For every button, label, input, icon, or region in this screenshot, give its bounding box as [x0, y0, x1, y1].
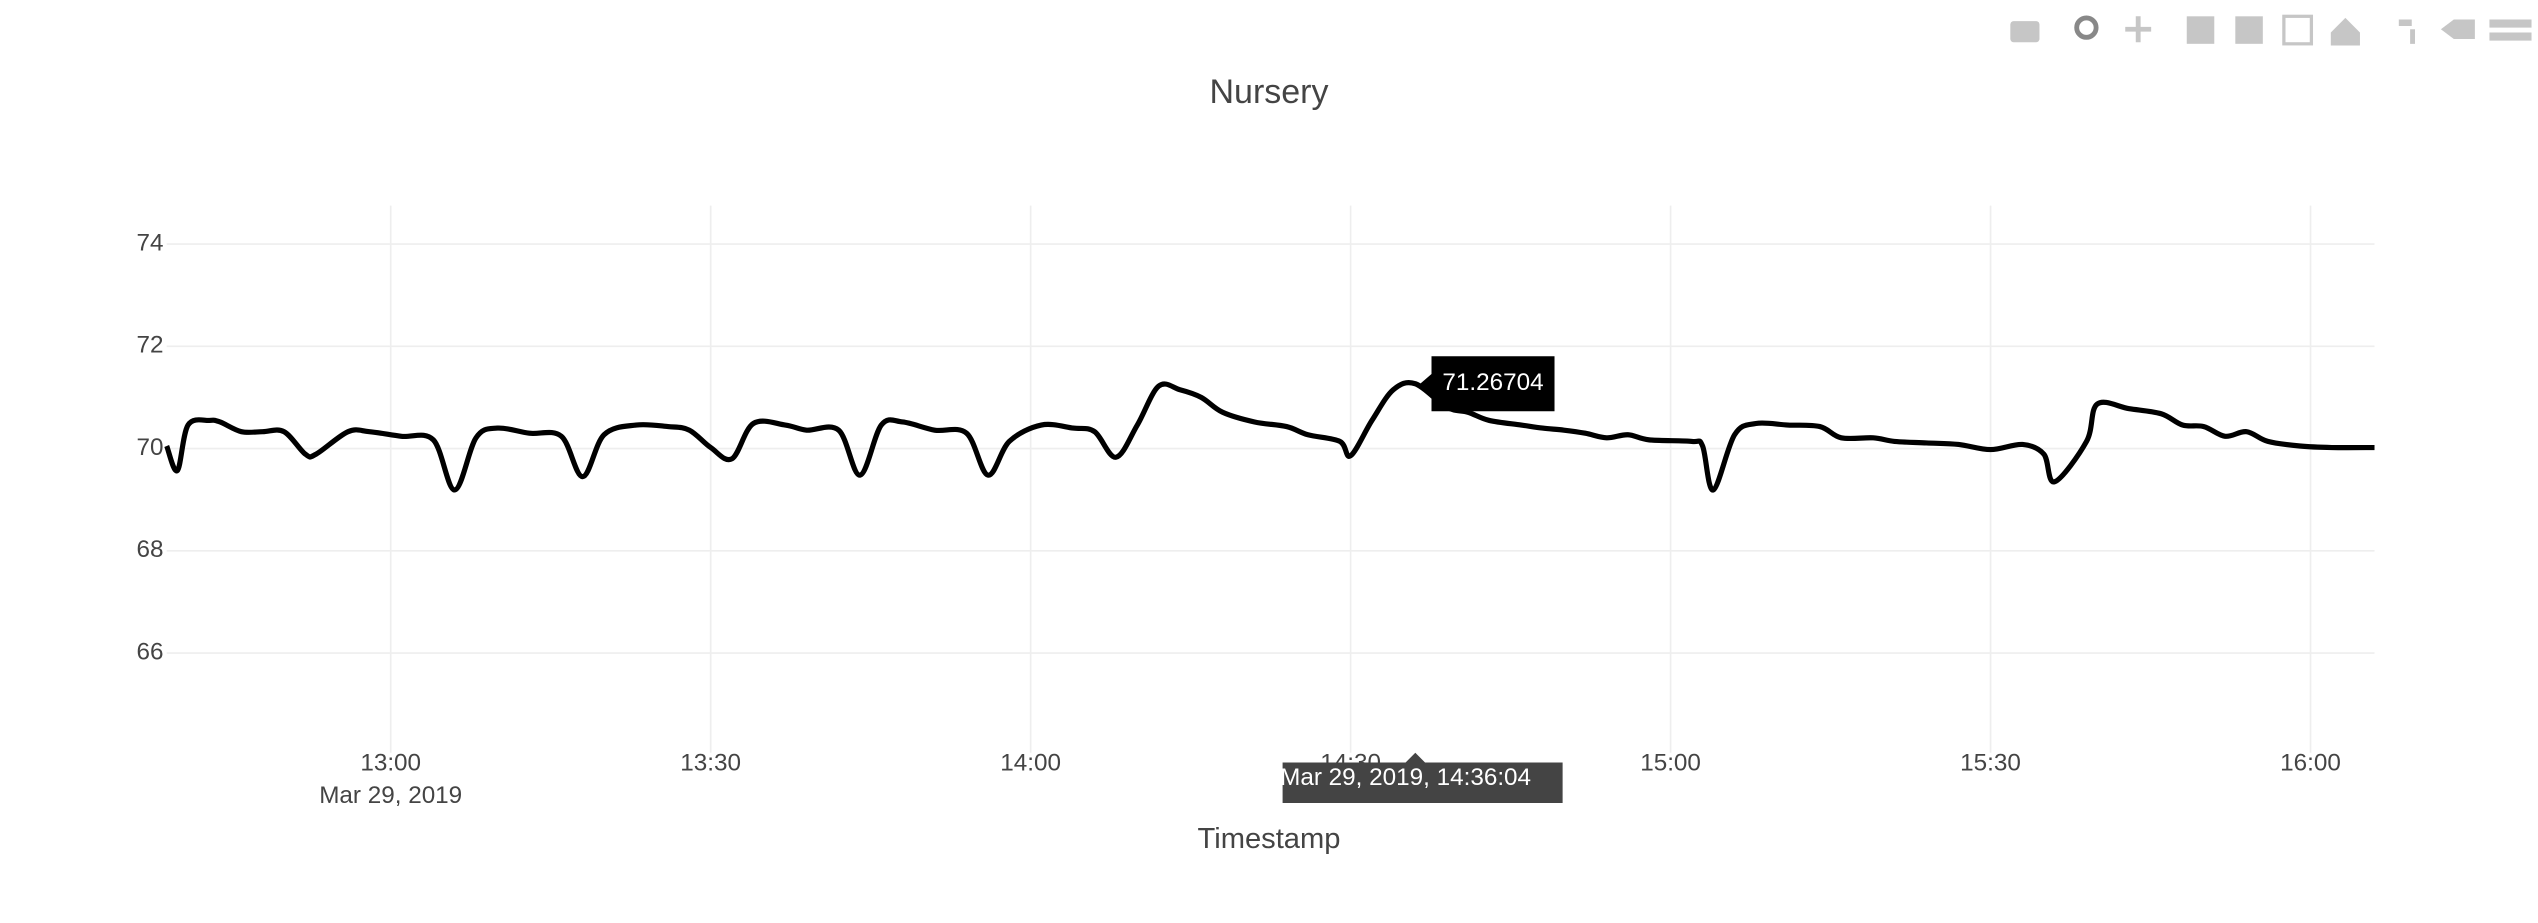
chart-title: Nursery	[1210, 73, 1329, 111]
hover-x: Mar 29, 2019, 14:36:04	[1280, 764, 1531, 791]
y-tick-label: 74	[136, 229, 163, 256]
y-tick-label: 66	[136, 638, 163, 665]
x-tick-label: 13:00	[360, 750, 421, 777]
x-tick-label: 14:00	[1000, 750, 1061, 777]
x-tick-label: 16:00	[2280, 750, 2341, 777]
y-tick-label: 68	[136, 536, 163, 563]
x-axis-title: Timestamp	[1198, 823, 1341, 855]
x-tick-label: 15:30	[1960, 750, 2021, 777]
y-tick-label: 70	[136, 434, 163, 461]
hover-label: 71.26704 Mar 29, 2019, 14:36:04	[1280, 356, 1563, 803]
x-tick-label: 13:30	[680, 750, 741, 777]
camera-icon[interactable]	[2010, 21, 2040, 43]
home-icon[interactable]	[2330, 17, 2360, 46]
hover-value-box	[1420, 356, 1555, 412]
x-date-label: Mar 29, 2019	[319, 782, 462, 809]
modebar[interactable]	[2010, 14, 2532, 46]
hover-compare-icon[interactable]	[2489, 19, 2532, 41]
y-tick-label: 72	[136, 332, 163, 359]
autoscale-icon[interactable]	[2282, 14, 2314, 46]
data-line	[164, 380, 2375, 493]
spike-icon[interactable]	[2398, 19, 2415, 44]
pan-icon[interactable]	[2125, 16, 2152, 43]
zoom-icon[interactable]	[2074, 15, 2099, 40]
x-tick-label: 15:00	[1640, 750, 1701, 777]
zoom-out-icon[interactable]	[2235, 16, 2263, 44]
hover-value: 71.26704	[1442, 369, 1543, 396]
hover-x-box	[1282, 752, 1563, 803]
zoom-in-icon[interactable]	[2186, 16, 2215, 44]
hover-closest-icon[interactable]	[2440, 19, 2475, 39]
